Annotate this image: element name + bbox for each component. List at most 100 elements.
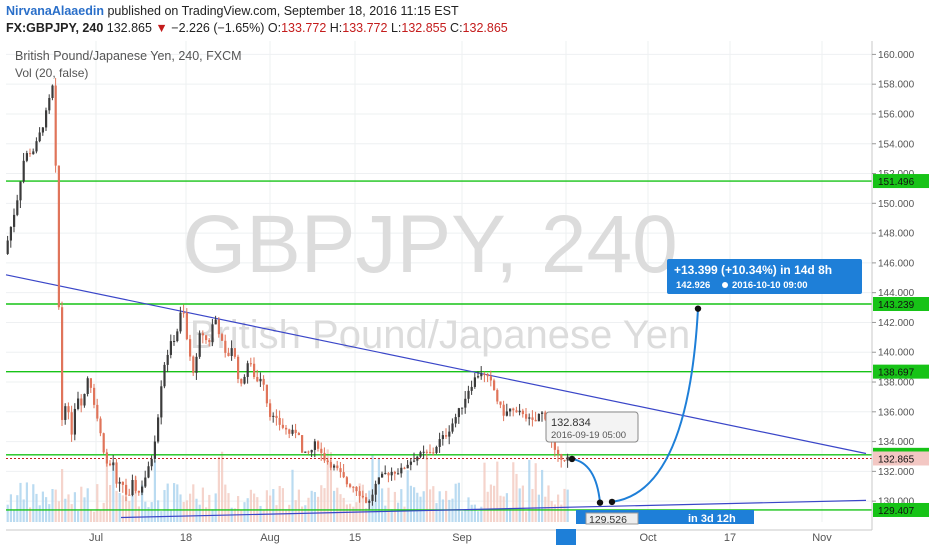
time-tick-label: Aug bbox=[260, 532, 280, 544]
projection-point[interactable] bbox=[608, 498, 616, 506]
candle-body bbox=[185, 312, 188, 340]
candle-body bbox=[441, 435, 444, 440]
watermark-name: British Pound/Japanese Yen bbox=[190, 313, 690, 357]
candle-body bbox=[118, 481, 121, 484]
candle-body bbox=[477, 376, 480, 378]
volume-bar bbox=[429, 489, 432, 522]
candle-body bbox=[470, 386, 473, 391]
projection-point[interactable] bbox=[568, 455, 576, 463]
volume-bar bbox=[185, 500, 188, 522]
candle-body bbox=[208, 340, 211, 343]
price-tick-label: 148.000 bbox=[878, 229, 915, 240]
volume-bar bbox=[403, 506, 406, 522]
candle-body bbox=[256, 376, 259, 382]
volume-bar bbox=[240, 509, 243, 522]
volume-bar bbox=[109, 485, 112, 522]
trendlines[interactable] bbox=[5, 274, 867, 519]
volume-bar bbox=[541, 469, 544, 522]
volume-bar bbox=[141, 484, 144, 522]
volume-bar bbox=[448, 499, 451, 522]
price-tick-label: 130.000 bbox=[878, 497, 915, 508]
volume-bar bbox=[486, 491, 489, 522]
volume-bar bbox=[445, 490, 448, 522]
candle-body bbox=[102, 433, 105, 453]
volume-bar bbox=[99, 509, 102, 522]
time-tick-label: Nov bbox=[812, 532, 832, 544]
candle-body bbox=[416, 456, 419, 461]
price-tick-label: 156.000 bbox=[878, 109, 915, 120]
candle-body bbox=[294, 429, 297, 433]
volume-bar bbox=[115, 490, 118, 522]
volume-bar bbox=[515, 473, 518, 522]
candle-body bbox=[390, 471, 393, 476]
author-link[interactable]: NirvanaAlaaedin bbox=[6, 4, 104, 18]
volume-bar bbox=[278, 485, 281, 522]
volume-bar bbox=[150, 502, 153, 522]
volume-bar bbox=[173, 483, 176, 522]
volume-bar bbox=[51, 489, 54, 522]
volume-bar bbox=[80, 486, 83, 522]
time-axis[interactable]: Jul18Aug15Sep19Oct17Nov bbox=[6, 529, 872, 545]
candle-body bbox=[182, 312, 185, 314]
candle-body bbox=[509, 408, 512, 412]
volume-bar bbox=[454, 483, 457, 522]
volume-bar bbox=[301, 506, 304, 522]
price-tick-label: 142.000 bbox=[878, 318, 915, 329]
candle-body bbox=[499, 401, 502, 405]
level-badge-label: 143.239 bbox=[878, 300, 915, 311]
price-tick-label: 158.000 bbox=[878, 80, 915, 91]
projection[interactable] bbox=[568, 305, 702, 506]
target-callout-box bbox=[667, 259, 862, 294]
watermark-symbol: GBPJPY, 240 bbox=[182, 199, 677, 290]
volume-bar bbox=[566, 489, 569, 522]
volume-bar bbox=[32, 484, 35, 522]
low-callout-text: in 3d 12h bbox=[688, 513, 736, 525]
candle-body bbox=[301, 435, 304, 453]
candle-body bbox=[115, 462, 118, 484]
candle-body bbox=[70, 412, 73, 435]
projection-point[interactable] bbox=[694, 305, 702, 312]
projection-point[interactable] bbox=[596, 499, 604, 506]
volume-bar bbox=[409, 485, 412, 522]
candle-body bbox=[211, 324, 214, 343]
volume-bar bbox=[102, 502, 105, 522]
candle-body bbox=[537, 413, 540, 422]
volume-bar bbox=[89, 509, 92, 522]
candle-body bbox=[304, 451, 307, 453]
volume-bar bbox=[112, 463, 115, 522]
candle-body bbox=[259, 378, 262, 382]
volume-bar bbox=[473, 504, 476, 522]
candle-body bbox=[205, 335, 208, 341]
candle-body bbox=[323, 452, 326, 461]
trendline[interactable] bbox=[5, 274, 867, 455]
volume-bar bbox=[483, 462, 486, 522]
volume-bar bbox=[438, 491, 441, 522]
candle-body bbox=[352, 486, 355, 488]
volume-bar bbox=[29, 507, 32, 522]
candles bbox=[6, 77, 569, 510]
candle-body bbox=[368, 501, 371, 503]
volume-bar bbox=[563, 488, 566, 522]
open-value: 133.772 bbox=[281, 21, 327, 35]
volume-bar bbox=[208, 494, 211, 522]
trendline[interactable] bbox=[120, 499, 867, 519]
volume-bar bbox=[326, 449, 329, 522]
candle-body bbox=[342, 472, 345, 478]
volume-bar bbox=[137, 506, 140, 522]
candle-body bbox=[176, 331, 179, 341]
candle-body bbox=[502, 404, 505, 416]
candle-body bbox=[493, 380, 496, 391]
candle-body bbox=[121, 481, 124, 485]
volume-bar bbox=[294, 500, 297, 522]
candle-body bbox=[201, 333, 204, 336]
symbol-label[interactable]: FX:GBPJPY, 240 bbox=[6, 21, 104, 35]
candle-body bbox=[320, 448, 323, 453]
candle-body bbox=[406, 464, 409, 469]
volume-bar bbox=[221, 451, 224, 522]
candle-body bbox=[240, 379, 243, 384]
candle-body bbox=[265, 384, 268, 404]
candle-body bbox=[13, 214, 16, 227]
price-axis[interactable]: 130.000 132.000 134.000 136.000 138.000 140.0… bbox=[871, 41, 929, 530]
target-callout-change: +13.399 (+10.34%) in 14d 8h bbox=[674, 263, 832, 277]
